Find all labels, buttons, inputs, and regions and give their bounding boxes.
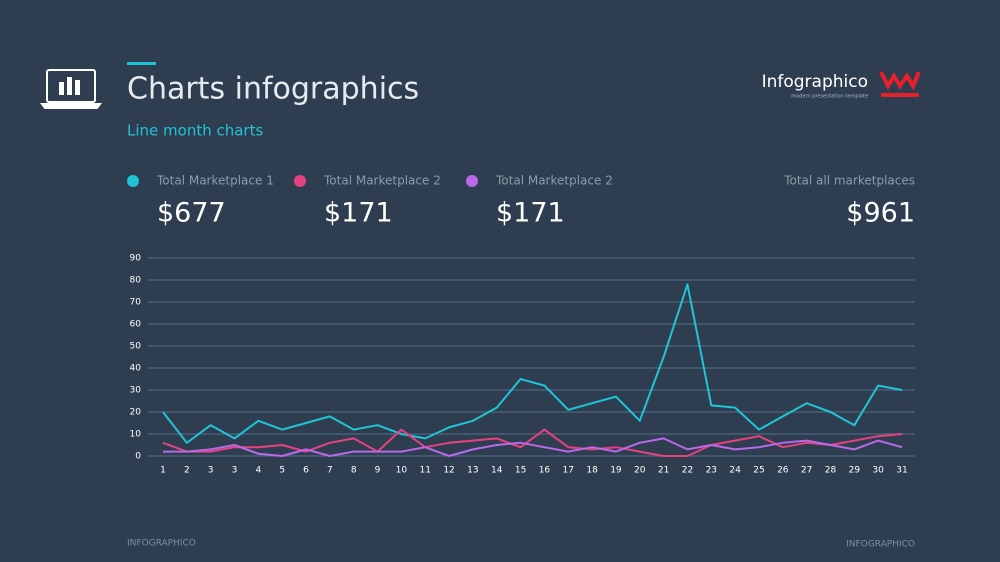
x-tick-label: 4 (255, 466, 261, 476)
x-tick-label: 5 (279, 466, 285, 476)
y-tick-label: 80 (130, 276, 142, 286)
x-tick-label: 9 (375, 466, 381, 476)
series-line (162, 283, 903, 444)
x-tick-label: 30 (872, 466, 884, 476)
x-tick-label: 3 (208, 466, 214, 476)
x-tick-label: 8 (351, 466, 357, 476)
x-tick-label: 22 (682, 466, 693, 476)
x-tick-label: 21 (658, 466, 669, 476)
legend-name: Total Marketplace 1 (156, 174, 274, 188)
x-tick-label: 13 (467, 466, 478, 476)
legend-name: Total Marketplace 2 (495, 174, 613, 188)
legend-dot (294, 175, 306, 187)
x-tick-label: 29 (849, 466, 861, 476)
logo-text: Infographico (762, 72, 868, 92)
y-tick-label: 0 (135, 452, 141, 462)
x-tick-label: 18 (586, 466, 598, 476)
logo-tagline: modern presentation template (791, 94, 868, 100)
total-value: $961 (846, 198, 915, 229)
series-line (162, 428, 903, 457)
legend-total: $171 (324, 198, 393, 229)
x-tick-label: 2 (184, 466, 190, 476)
x-tick-label: 17 (563, 466, 574, 476)
x-tick-label: 15 (515, 466, 526, 476)
legend-total: $677 (157, 198, 226, 229)
y-tick-label: 40 (130, 364, 142, 374)
x-tick-label: 20 (634, 466, 646, 476)
x-tick-label: 26 (777, 466, 789, 476)
total-name: Total all marketplaces (783, 174, 915, 188)
y-tick-label: 90 (130, 254, 142, 264)
y-tick-label: 20 (130, 408, 142, 418)
logo-mark (879, 71, 921, 97)
y-tick-label: 10 (130, 430, 142, 440)
x-tick-label: 1 (160, 466, 166, 476)
x-tick-label: 23 (706, 466, 717, 476)
y-tick-label: 30 (130, 386, 142, 396)
x-tick-label: 27 (801, 466, 812, 476)
x-tick-label: 10 (396, 466, 408, 476)
x-tick-label: 19 (610, 466, 622, 476)
legend-name: Total Marketplace 2 (323, 174, 441, 188)
x-tick-label: 7 (327, 466, 333, 476)
x-tick-label: 16 (539, 466, 551, 476)
x-tick-label: 11 (419, 466, 430, 476)
laptop-icon (40, 69, 102, 109)
y-tick-label: 50 (130, 342, 142, 352)
title: Charts infographics (127, 72, 419, 107)
legend-dot (127, 175, 139, 187)
x-tick-label: 14 (491, 466, 503, 476)
legend-total: $171 (496, 198, 565, 229)
x-tick-label: 25 (753, 466, 764, 476)
legend-dot (466, 175, 478, 187)
x-tick-label: 28 (825, 466, 837, 476)
x-tick-label: 24 (729, 466, 741, 476)
y-tick-label: 70 (130, 298, 142, 308)
footer-right: INFOGRAPHICO (846, 540, 915, 550)
y-tick-label: 60 (130, 320, 142, 330)
x-tick-label: 12 (443, 466, 454, 476)
x-tick-label: 6 (303, 466, 309, 476)
footer-left: INFOGRAPHICO (127, 539, 196, 549)
title-accent (127, 62, 156, 65)
x-tick-label: 3 (232, 466, 238, 476)
x-tick-label: 31 (896, 466, 907, 476)
subtitle: Line month charts (127, 122, 263, 140)
series-line (163, 437, 903, 457)
